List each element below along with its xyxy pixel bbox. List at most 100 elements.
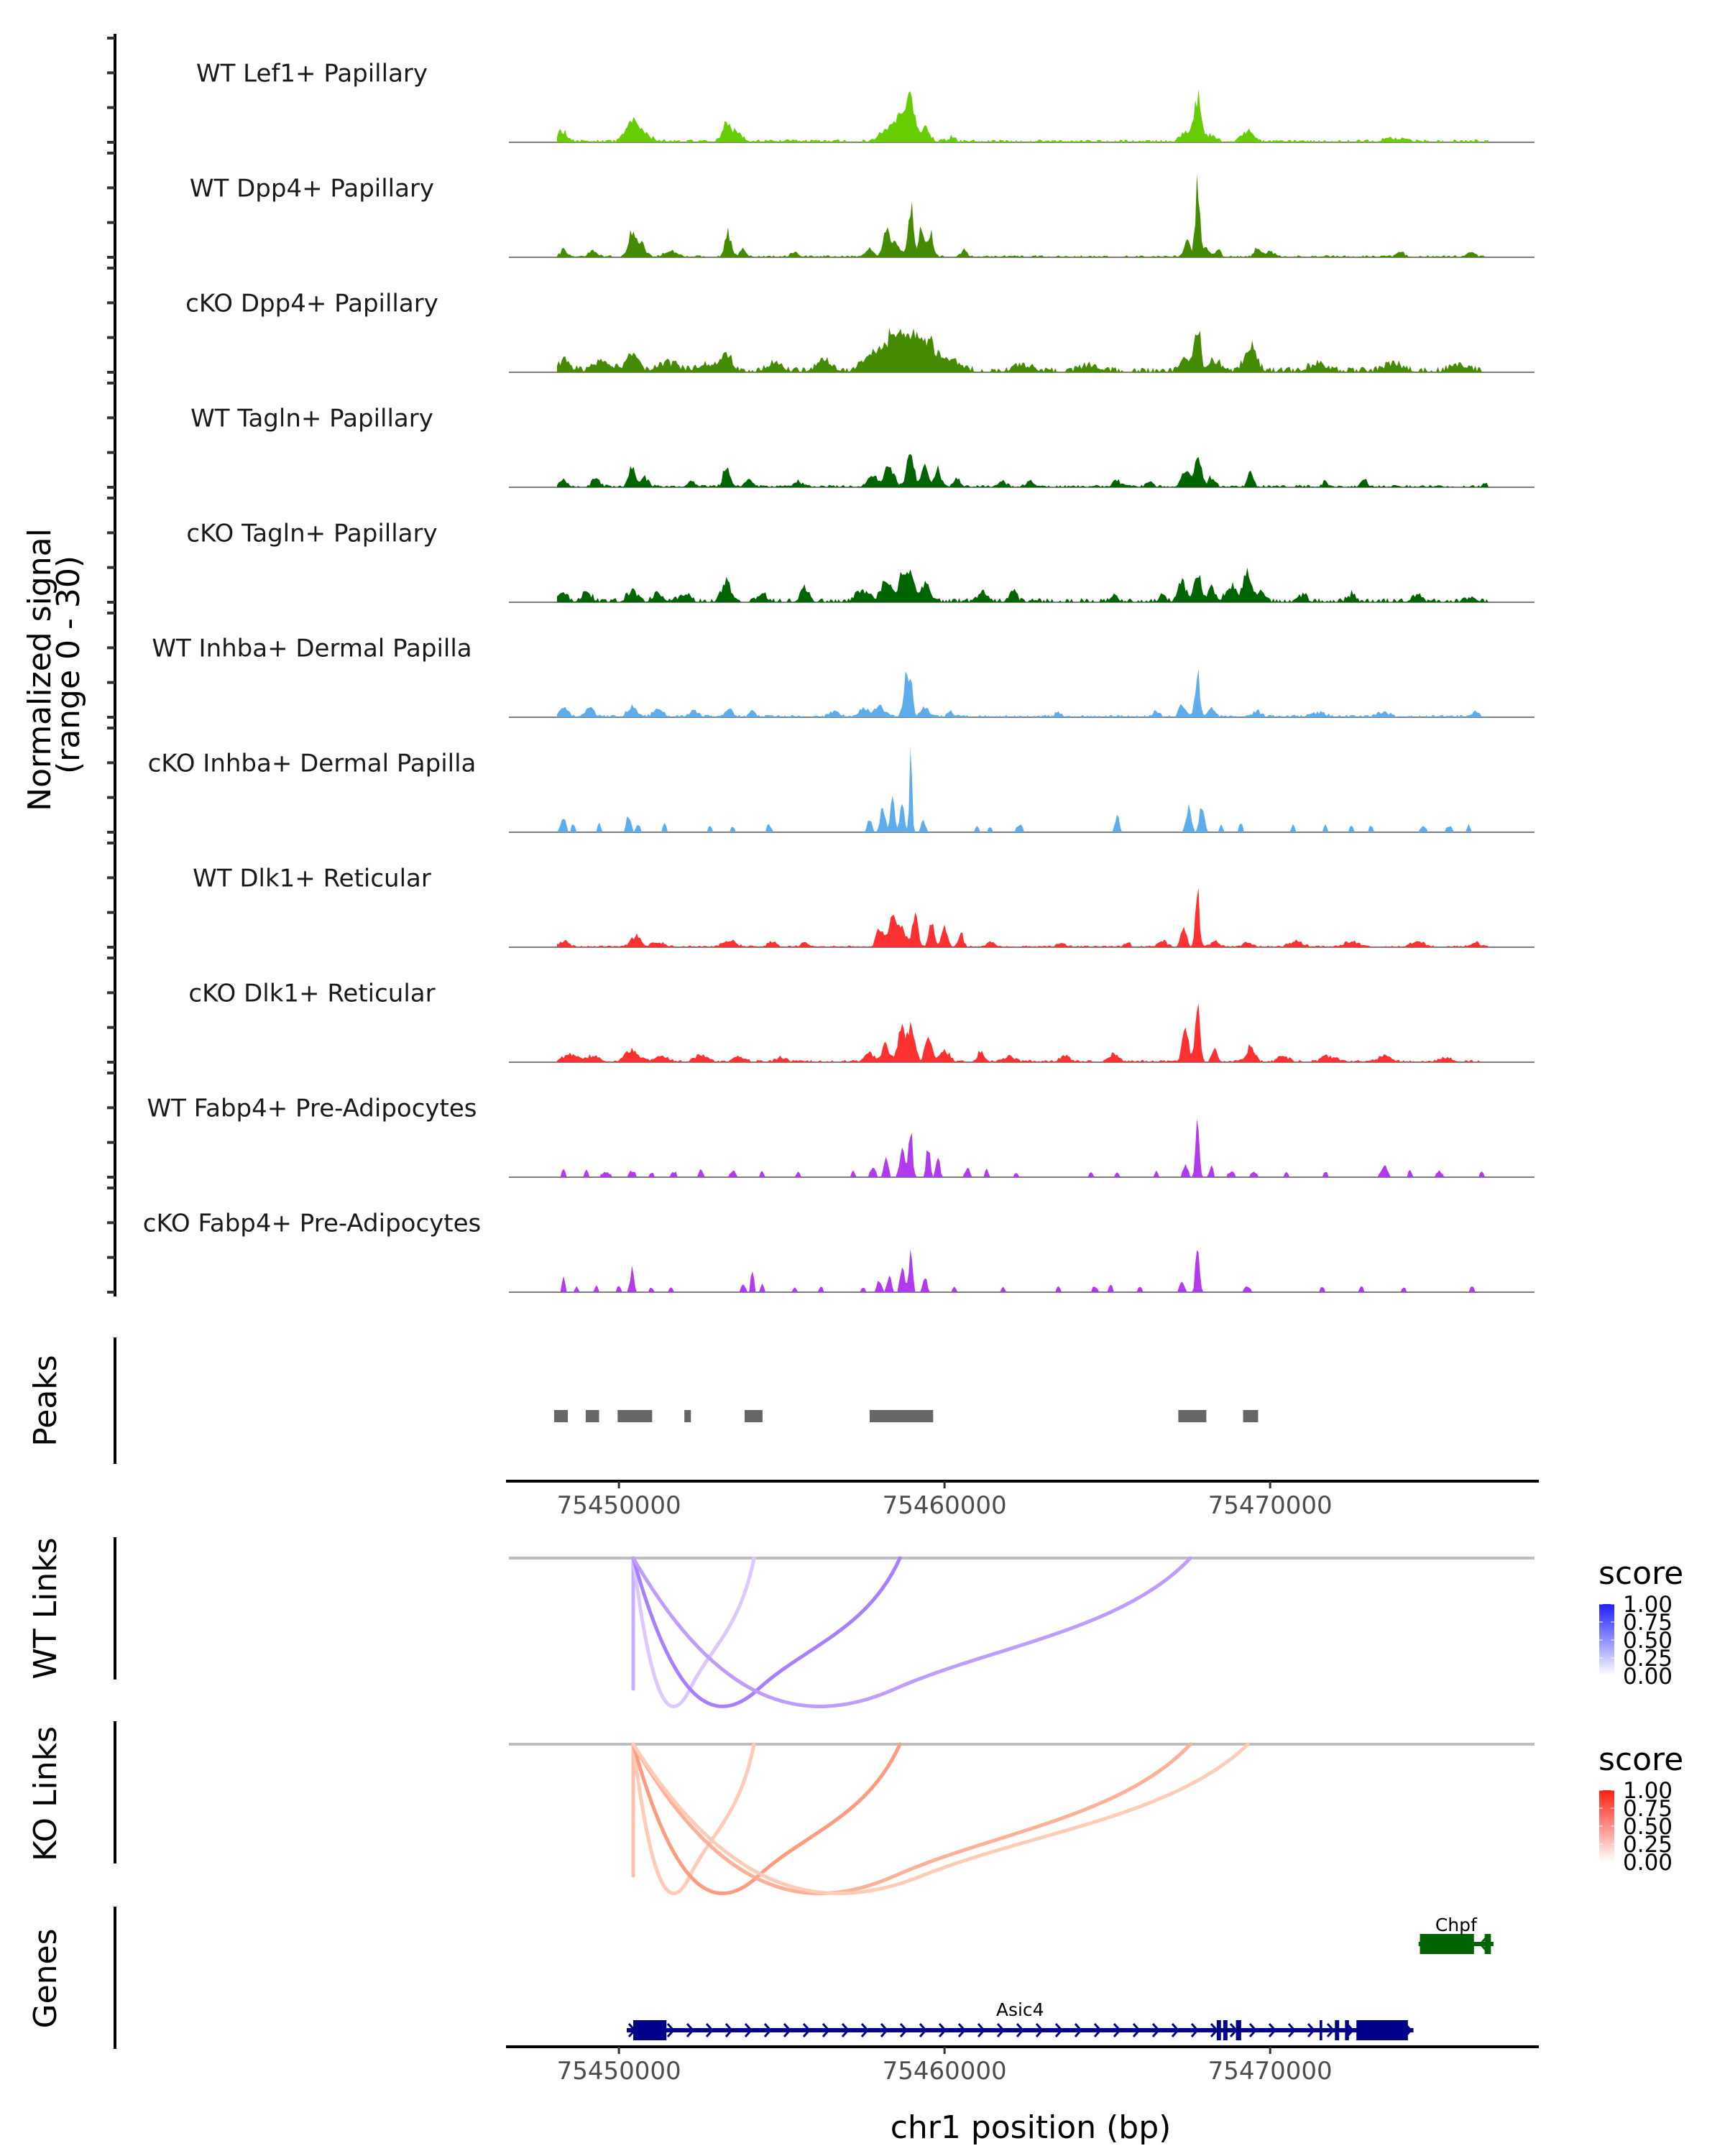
strand-arrow-icon [1326,2023,1335,2037]
link-arc [631,1556,756,1708]
coverage-y-axis-title-line-2: (range 0 - 30) [50,556,87,774]
strand-arrow-icon [686,2023,694,2037]
coverage-area [557,453,1489,487]
ko-links-legend: score 1.000.750.500.250.00 [1598,1741,1683,1876]
coverage-area [557,327,1489,372]
gene-exon [633,2020,667,2040]
gene-model: Asic4 [626,1999,1414,2040]
gene-exon [1320,2020,1322,2040]
track-label: WT Dpp4+ Papillary [190,175,434,203]
legend-tick-label: 1.00 [1623,1778,1673,1804]
gene-exon [1345,2020,1349,2040]
gene-exon [1420,1934,1474,1954]
genes-panel-title: Genes [27,1928,64,2028]
strand-arrow-icon [1307,2023,1315,2037]
wt-links-panel-title: WT Links [27,1537,64,1679]
strand-arrow-icon [1151,2023,1160,2037]
legend-tick-label: 0.00 [1623,1664,1673,1690]
track-label: WT Lef1+ Papillary [196,60,428,88]
peaks-x-tick-label: 75450000 [557,1491,681,1520]
coverage-tracks: WT Lef1+ Papillary WT Dpp4+ Papillary cKO … [143,60,1535,1293]
peak-region [585,1410,599,1422]
legend-tick-label: 0.25 [1623,1646,1673,1672]
strand-arrow-icon [1478,1937,1487,1951]
strand-arrow-icon [802,2023,811,2037]
strand-arrow-icon [1248,2023,1257,2037]
strand-arrow-icon [763,2023,772,2037]
strand-arrow-icon [899,2023,908,2037]
genes-x-tick-label: 75460000 [883,2057,1007,2086]
track-label: cKO Fabp4+ Pre-Adipocytes [143,1210,482,1238]
peak-region [1243,1410,1259,1422]
strand-arrow-icon [996,2023,1005,2037]
gene-label: Asic4 [996,1999,1044,2020]
track-label: cKO Dpp4+ Papillary [185,290,438,318]
peak-region [684,1410,691,1422]
strand-arrow-icon [1287,2023,1296,2037]
coverage-track: cKO Dlk1+ Reticular [188,980,1535,1063]
strand-arrow-icon [822,2023,830,2037]
track-label: cKO Tagln+ Papillary [186,520,437,548]
gene-exon [1356,2020,1408,2040]
legend-tick-label: 1.00 [1623,1592,1673,1618]
coverage-track: cKO Inhba+ Dermal Papilla [148,747,1535,833]
gene-exon [1216,2020,1221,2040]
strand-arrow-icon [1016,2023,1024,2037]
peak-region [869,1410,934,1422]
coverage-track: cKO Fabp4+ Pre-Adipocytes [143,1210,1535,1293]
wt-links-panel: WT Links score 1.000.750.500.250.00 [27,1537,1683,1708]
gene-exon [1223,2020,1228,2040]
coverage-track: WT Dpp4+ Papillary [190,173,1535,258]
link-arc [631,1742,756,1896]
genes-x-tick-label: 75450000 [557,2057,681,2086]
legend-tick-label: 0.75 [1623,1796,1673,1822]
genes-x-axis: 75450000 75460000 75470000 [506,2045,1539,2086]
peak-regions [553,1410,1259,1422]
peak-region [553,1410,568,1422]
strand-arrow-icon [1035,2023,1044,2037]
coverage-track: cKO Dpp4+ Papillary [185,290,1535,373]
peak-region [617,1410,653,1422]
strand-arrow-icon [977,2023,985,2037]
strand-arrow-icon [705,2023,714,2037]
strand-arrow-icon [841,2023,850,2037]
wt-link-arcs [509,1556,1535,1708]
wt-links-legend-title: score [1598,1555,1683,1592]
strand-arrow-icon [1093,2023,1102,2037]
coverage-track: WT Dlk1+ Reticular [193,865,1535,948]
track-label: cKO Inhba+ Dermal Papilla [148,750,477,778]
track-label: WT Fabp4+ Pre-Adipocytes [147,1095,477,1123]
strand-arrow-icon [957,2023,966,2037]
coverage-panel: Normalized signal (range 0 - 30) WT Lef1… [22,34,1535,1296]
gene-models: Asic4 Chpf [626,1915,1494,2040]
gene-exon [1484,1934,1491,1954]
legend-tick-label: 0.75 [1623,1610,1673,1636]
strand-arrow-icon [1113,2023,1121,2037]
legend-tick-label: 0.25 [1623,1832,1673,1858]
coverage-area [557,567,1489,602]
peaks-x-axis: 75450000 75460000 75470000 [506,1480,1539,1520]
strand-arrow-icon [1074,2023,1082,2037]
coverage-y-axis-title-line-1: Normalized signal [22,528,58,811]
x-axis-title: chr1 position (bp) [891,2109,1172,2146]
link-arc [631,1742,1192,1896]
peaks-x-tick-label: 75460000 [883,1491,1007,1520]
track-label: WT Tagln+ Papillary [190,405,433,433]
genes-panel: Genes Asic4 Chpf 75450000 75460000 75470000… [27,1907,1539,2146]
coverage-y-axis-title: Normalized signal (range 0 - 30) [22,518,87,811]
track-label: WT Dlk1+ Reticular [193,865,431,893]
genes-x-tick-label: 75470000 [1208,2057,1333,2086]
legend-colorbar [1599,1604,1614,1676]
strand-arrow-icon [1054,2023,1063,2037]
coverage-track: cKO Tagln+ Papillary [186,520,1535,603]
coverage-track: WT Lef1+ Papillary [196,60,1535,143]
legend-tick-label: 0.00 [1623,1850,1673,1876]
ko-links-panel: KO Links score 1.000.750.500.250.00 [27,1721,1683,1896]
strand-arrow-icon [744,2023,753,2037]
coverage-track: WT Inhba+ Dermal Papilla [152,635,1535,718]
peaks-x-tick-label: 75470000 [1208,1491,1333,1520]
strand-arrow-icon [880,2023,888,2037]
strand-arrow-icon [1132,2023,1141,2037]
link-arc [631,1556,1192,1708]
